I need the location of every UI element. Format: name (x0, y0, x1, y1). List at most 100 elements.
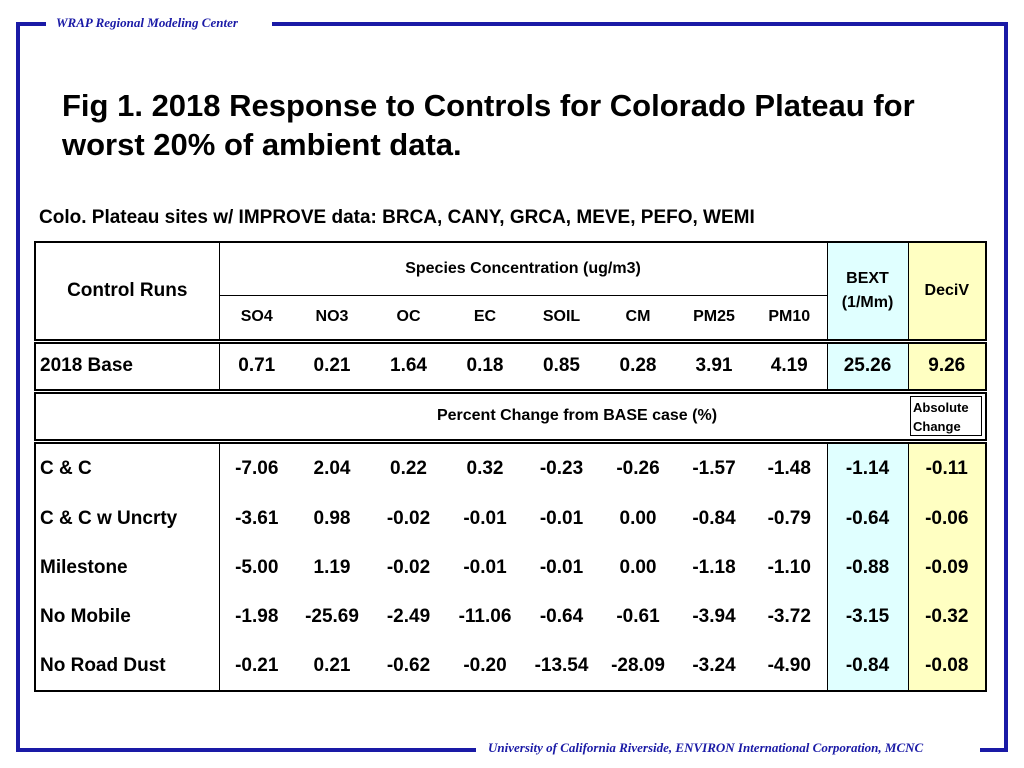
table-cell: -1.98 (235, 605, 279, 627)
frame-top-left (16, 22, 46, 26)
frame-bottom-left (16, 748, 476, 752)
absolute-change-label: Absolute Change (910, 396, 982, 436)
base-value: 3.91 (676, 341, 752, 394)
table-cell: -3.15 (827, 592, 909, 641)
frame-top-right (272, 22, 1008, 26)
base-value: 0.85 (523, 341, 600, 394)
species-col-no3: NO3 (294, 295, 370, 344)
table-cell: -0.06 (908, 495, 986, 543)
table-cell: -0.11 (908, 441, 986, 495)
table-cell: -0.01 (539, 508, 584, 529)
table-cell: -13.54 (534, 654, 589, 676)
deciv-header: DeciV (908, 242, 986, 344)
table-cell: -0.61 (616, 605, 660, 627)
table-cell: -0.32 (908, 592, 986, 641)
species-col-so4: SO4 (219, 295, 294, 344)
base-value: 9.26 (908, 341, 986, 394)
absolute-change-cell: Absolute Change (908, 391, 986, 444)
species-col-pm25: PM25 (676, 295, 752, 344)
table-cell: -0.23 (539, 458, 584, 480)
table-cell: 0.00 (619, 508, 657, 529)
table-cell: -0.02 (386, 508, 431, 529)
results-table: Control Runs Species Concentration (ug/m… (34, 241, 987, 692)
species-col-oc: OC (370, 295, 447, 344)
table-cell: -2.49 (386, 605, 431, 627)
table-cell: -0.26 (616, 458, 660, 480)
table-cell: 1.19 (313, 556, 351, 578)
table-cell: -0.84 (692, 508, 736, 529)
row-label: No Mobile (35, 592, 220, 641)
table-cell: 2.04 (313, 458, 351, 480)
row-label: C & C w Uncrty (35, 495, 220, 543)
table-cell: -1.10 (752, 543, 828, 592)
frame-right (1004, 22, 1008, 750)
base-value: 0.71 (219, 341, 294, 394)
table-cell: -7.06 (235, 458, 279, 480)
row-label: Milestone (35, 543, 220, 592)
base-value: 4.19 (752, 341, 828, 394)
base-value: 0.21 (294, 341, 370, 394)
species-col-cm: CM (600, 295, 676, 344)
table-cell: -1.18 (692, 556, 736, 578)
species-header: Species Concentration (ug/m3) (219, 242, 828, 296)
header-row-1: Control Runs Species Concentration (ug/m… (35, 242, 986, 344)
table-cell: -1.48 (752, 441, 828, 495)
base-row-label: 2018 Base (35, 341, 220, 394)
frame-left (16, 22, 20, 752)
table-cell: 0.21 (313, 654, 351, 676)
percent-change-row: Percent Change from BASE case (%) Absolu… (35, 391, 986, 444)
species-col-soil: SOIL (523, 295, 600, 344)
table-cell: -4.90 (752, 641, 828, 691)
table-cell: -0.79 (752, 495, 828, 543)
change-rows: C & C -7.06 2.04 0.22 0.32 -0.23 -0.26 -1.57 -1.… (35, 441, 986, 691)
table-cell: -0.01 (539, 556, 584, 578)
table-cell: -1.14 (827, 441, 909, 495)
base-value: 1.64 (370, 341, 447, 394)
table-row: Milestone -5.00 1.19 -0.02 -0.01 -0.01 0.00 -1.… (35, 543, 986, 592)
table-row: No Road Dust -0.21 0.21 -0.62 -0.20 -13.54 -28… (35, 641, 986, 691)
base-value: 0.18 (447, 341, 523, 394)
table-cell: -3.94 (692, 605, 736, 627)
table-cell: -28.09 (611, 654, 665, 676)
header-text: WRAP Regional Modeling Center (56, 15, 238, 30)
table-cell: -0.84 (827, 641, 909, 691)
table-cell: 0.22 (390, 458, 427, 480)
base-value: 0.28 (600, 341, 676, 394)
frame-bottom-right (980, 748, 1008, 752)
table-cell: 0.00 (619, 556, 657, 578)
table-cell: -0.62 (386, 654, 431, 676)
table-cell: -0.02 (386, 556, 431, 578)
table-cell: -0.64 (539, 605, 584, 627)
table-cell: -0.01 (463, 556, 507, 578)
table-row: C & C -7.06 2.04 0.22 0.32 -0.23 -0.26 -1.57 -1.… (35, 441, 986, 495)
table-row: C & C w Uncrty -3.61 0.98 -0.02 -0.01 -0.01 0.… (35, 495, 986, 543)
table-cell: -0.64 (827, 495, 909, 543)
species-col-ec: EC (447, 295, 523, 344)
table-cell: -11.06 (458, 605, 512, 627)
table-cell: -0.20 (463, 654, 507, 676)
table-cell: -5.00 (235, 556, 279, 578)
table-cell: -0.01 (463, 508, 507, 529)
table-cell: -3.24 (692, 654, 736, 676)
control-runs-header: Control Runs (35, 242, 220, 344)
table-cell: 0.98 (313, 508, 351, 529)
table-cell: 0.32 (466, 458, 504, 480)
row-label: No Road Dust (35, 641, 220, 691)
table-cell: -25.69 (305, 605, 359, 627)
table-cell: -0.09 (908, 543, 986, 592)
table-cell: -0.08 (908, 641, 986, 691)
base-value: 25.26 (827, 341, 909, 394)
species-row: SO4 NO3 OC EC SOIL CM PM25 PM10 (35, 295, 986, 344)
table-cell: -3.72 (752, 592, 828, 641)
table-cell: -0.88 (827, 543, 909, 592)
species-col-pm10: PM10 (752, 295, 828, 344)
table-cell: -1.57 (692, 458, 736, 480)
percent-change-label: Percent Change from BASE case (%) (35, 391, 908, 444)
page-title: Fig 1. 2018 Response to Controls for Col… (62, 88, 915, 162)
base-row: 2018 Base 0.71 0.21 1.64 0.18 0.85 0.28 3.91 4.1… (35, 341, 986, 394)
row-label: C & C (35, 441, 220, 495)
table-cell: -3.61 (235, 508, 279, 529)
subtitle: Colo. Plateau sites w/ IMPROVE data: BRC… (39, 207, 755, 228)
footer-text: University of California Riverside, ENVI… (488, 740, 924, 755)
table-cell: -0.21 (235, 654, 279, 676)
